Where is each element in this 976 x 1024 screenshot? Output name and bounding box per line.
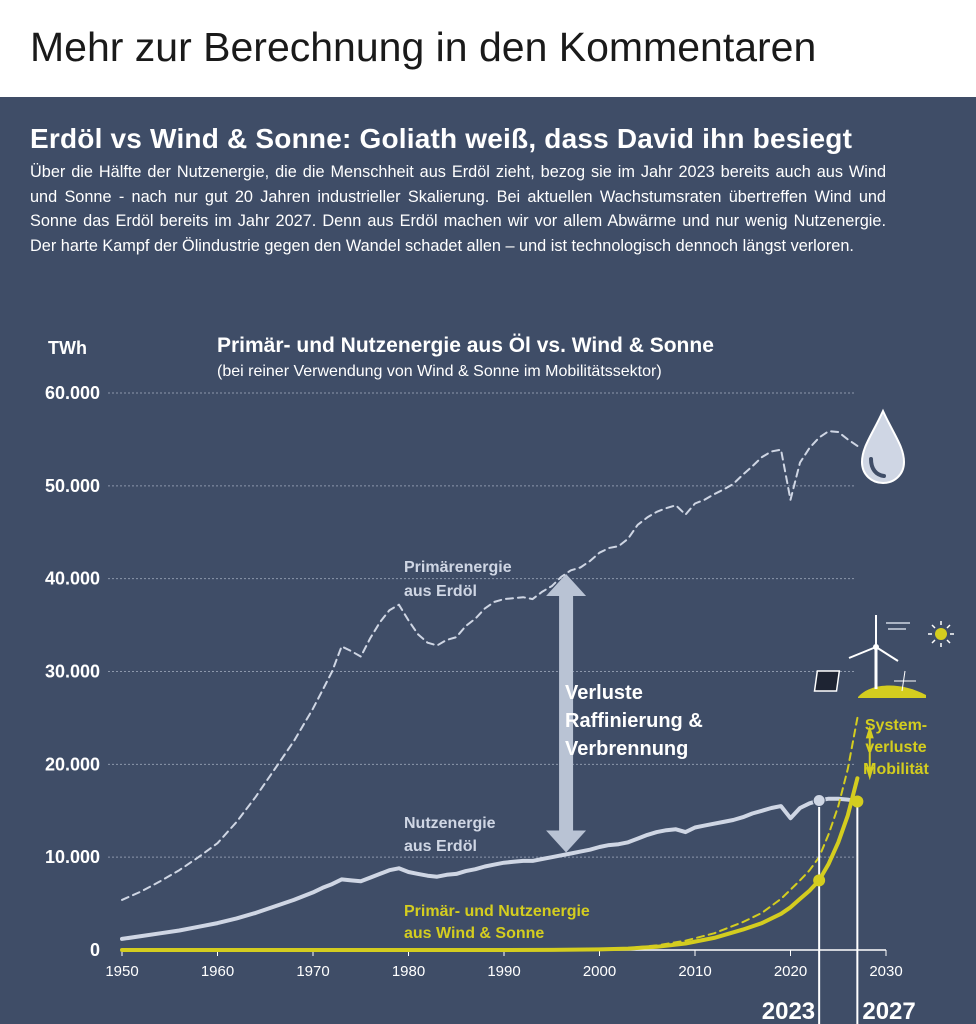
x-tick-label: 2030	[869, 963, 902, 980]
gridlines	[108, 392, 886, 951]
y-tick-label: 50.000	[45, 476, 100, 496]
x-tick-label: 1970	[296, 963, 329, 980]
losses-double-arrow	[546, 574, 587, 853]
series-line-1	[120, 796, 860, 941]
x-tick-label: 1960	[201, 963, 234, 980]
top-caption-bar: Mehr zur Berechnung in den Kommentaren	[0, 0, 976, 97]
system-loss-arrow-head-up	[865, 725, 874, 739]
annotation-system-losses-line-0: System-	[865, 717, 927, 734]
series-lines	[120, 430, 874, 952]
annotation-renewables-line-1: aus Wind & Sonne	[404, 925, 544, 942]
x-tick-label: 2010	[678, 963, 711, 980]
y-tick-label: 40.000	[45, 569, 100, 589]
annotation-useful-oil-line-1: aus Erdöl	[404, 838, 477, 855]
x-tick-label: 1980	[392, 963, 425, 980]
year-label-2027: 2027	[862, 998, 915, 1024]
chart-title: Primär- und Nutzenergie aus Öl vs. Wind …	[217, 334, 714, 357]
annotations: Primärenergie aus Erdöl Nutzenergie aus Erd…	[404, 559, 930, 942]
annotation-system-losses-line-1: verluste	[865, 739, 926, 756]
y-tick-labels: 0 10.000 20.000 30.000 40.000 50.000 60.000	[45, 383, 100, 960]
headline: Erdöl vs Wind & Sonne: Goliath weiß, das…	[30, 123, 853, 154]
energy-line-chart: TWh Primär- und Nutzenergie aus Öl vs. W…	[45, 334, 954, 1024]
oil-useful-point-2023	[812, 794, 826, 808]
axis-labels: TWh Primär- und Nutzenergie aus Öl vs. W…	[48, 334, 714, 380]
infographic-panel: Erdöl vs Wind & Sonne: Goliath weiß, das…	[0, 97, 976, 1024]
year-markers: 2023 2027	[762, 794, 916, 1024]
x-tick-labels: 1950 1960 1970 1980 1990 2000 2010 2020 2030	[105, 950, 903, 980]
x-tick-label: 2020	[774, 963, 807, 980]
annotation-losses-line-1: Raffinierung &	[565, 710, 703, 732]
annotation-primary-oil-line-1: aus Erdöl	[404, 583, 477, 600]
annotation-renewables-line-0: Primär- und Nutzenergie	[404, 903, 590, 920]
annotation-useful-oil-line-0: Nutzenergie	[404, 815, 496, 832]
y-tick-label: 60.000	[45, 383, 100, 403]
renewables-point-2027	[851, 795, 864, 808]
annotation-primary-oil-line-0: Primärenergie	[404, 559, 512, 576]
oil-drop-icon	[860, 408, 906, 485]
annotation-losses-line-0: Verluste	[565, 682, 643, 704]
chart-subtitle: (bei reiner Verwendung von Wind & Sonne …	[217, 363, 662, 380]
caption-title: Mehr zur Berechnung in den Kommentaren	[30, 24, 817, 70]
annotation-system-losses-line-2: Mobilität	[863, 761, 929, 778]
series-line-0	[121, 430, 859, 901]
year-label-2023: 2023	[762, 998, 815, 1024]
y-tick-label: 10.000	[45, 847, 100, 867]
x-tick-label: 1950	[105, 963, 138, 980]
losses-arrow	[546, 574, 587, 853]
y-tick-label: 0	[90, 940, 100, 960]
series-line-2	[121, 716, 859, 951]
y-unit-label: TWh	[48, 338, 87, 358]
renewables-point-2023	[813, 874, 826, 887]
intro-paragraph: Über die Hälfte der Nutzenergie, die die…	[30, 163, 886, 255]
annotation-losses-line-2: Verbrennung	[565, 738, 688, 760]
y-tick-label: 20.000	[45, 754, 100, 774]
series-line-3	[120, 776, 860, 952]
x-tick-label: 2000	[583, 963, 616, 980]
wind-turbine-solar-icon	[813, 615, 954, 698]
x-tick-label: 1990	[487, 963, 520, 980]
system-loss-arrow-head-down	[865, 767, 874, 781]
y-tick-label: 30.000	[45, 662, 100, 682]
